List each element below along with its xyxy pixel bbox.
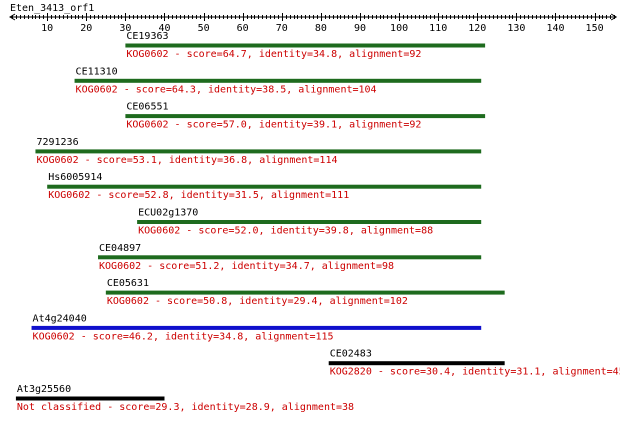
hit-name[interactable]: CE19363: [126, 31, 168, 42]
hit-annotation: KOG0602 - score=51.2, identity=34.7, ali…: [99, 261, 394, 272]
axis-tick-label: 80: [315, 23, 327, 34]
axis-tick-label: 100: [390, 23, 408, 34]
axis-left-arrow: [9, 13, 16, 21]
axis-tick-label: 90: [354, 23, 366, 34]
hit-row[interactable]: CE04897 KOG0602 - score=51.2, identity=34…: [98, 243, 482, 272]
axis-tick-label: 60: [237, 23, 249, 34]
hit-name[interactable]: CE05631: [107, 278, 149, 289]
hit-annotation: KOG0602 - score=53.1, identity=36.8, ali…: [36, 155, 337, 166]
hit-row[interactable]: CE06551 KOG0602 - score=57.0, identity=39…: [125, 102, 486, 131]
hit-bar[interactable]: [31, 325, 482, 330]
hit-bar[interactable]: [125, 43, 486, 48]
hit-row[interactable]: 7291236 KOG0602 - score=53.1, identity=36…: [35, 137, 482, 166]
hit-name[interactable]: At3g25560: [17, 384, 71, 395]
hit-annotation: KOG0602 - score=64.3, identity=38.5, ali…: [76, 84, 377, 95]
hit-bar[interactable]: [105, 290, 505, 295]
axis-tick-label: 140: [546, 23, 564, 34]
axis-tick-label: 20: [80, 23, 92, 34]
hit-bar[interactable]: [35, 149, 482, 154]
hit-bar[interactable]: [74, 78, 482, 83]
axis-tick-label: 50: [198, 23, 210, 34]
hit-bar[interactable]: [98, 255, 482, 260]
hit-name[interactable]: CE11310: [76, 66, 118, 77]
hit-row[interactable]: At4g24040 KOG0602 - score=46.2, identity=…: [31, 313, 482, 342]
hit-name[interactable]: ECU02g1370: [138, 208, 198, 219]
hit-annotation: KOG0602 - score=52.8, identity=31.5, ali…: [48, 190, 349, 201]
axis-tick-label: 10: [41, 23, 53, 34]
hit-list: CE19363 KOG0602 - score=64.7, identity=34…: [15, 31, 620, 413]
axis-tick-label: 120: [468, 23, 486, 34]
hit-annotation: KOG2820 - score=30.4, identity=31.1, ali…: [330, 367, 620, 378]
hit-name[interactable]: At4g24040: [33, 313, 87, 324]
hit-bar[interactable]: [125, 114, 486, 119]
hit-row[interactable]: ECU02g1370 KOG0602 - score=52.0, identity…: [137, 208, 482, 237]
hit-bar[interactable]: [15, 396, 165, 401]
axis-tick-label: 130: [507, 23, 525, 34]
hit-row[interactable]: CE02483 KOG2820 - score=30.4, identity=31…: [328, 349, 620, 378]
hit-row[interactable]: At3g25560 Not classified - score=29.3, id…: [15, 384, 354, 413]
hit-name[interactable]: CE06551: [126, 102, 168, 113]
hit-annotation: KOG0602 - score=57.0, identity=39.1, ali…: [126, 120, 421, 131]
hit-bar[interactable]: [137, 220, 482, 224]
hit-annotation: KOG0602 - score=64.7, identity=34.8, ali…: [126, 49, 421, 60]
hit-annotation: KOG0602 - score=52.0, identity=39.8, ali…: [138, 226, 433, 237]
hit-annotation: KOG0602 - score=50.8, identity=29.4, ali…: [107, 296, 408, 307]
hit-name[interactable]: Hs6005914: [48, 172, 102, 183]
hit-name[interactable]: CE02483: [330, 349, 372, 360]
axis-tick-label: 40: [158, 23, 170, 34]
axis-right-arrow: [610, 13, 618, 21]
axis-tick-label: 30: [119, 23, 131, 34]
hit-row[interactable]: CE19363 KOG0602 - score=64.7, identity=34…: [125, 31, 486, 60]
hit-row[interactable]: CE11310 KOG0602 - score=64.3, identity=38…: [74, 66, 482, 95]
hit-name[interactable]: CE04897: [99, 243, 141, 254]
hit-annotation: KOG0602 - score=46.2, identity=34.8, ali…: [33, 331, 334, 342]
axis-tick-label: 70: [276, 23, 288, 34]
hit-row[interactable]: Hs6005914 KOG0602 - score=52.8, identity=…: [47, 172, 482, 201]
query-title: Eten_3413_orf1: [10, 3, 94, 14]
hit-bar[interactable]: [47, 184, 482, 189]
sequence-axis: 10 20 30 40 50 60 70 80 90 100 110 120 130 140 150: [9, 13, 618, 34]
axis-tick-label: 110: [429, 23, 447, 34]
axis-tick-label: 150: [586, 23, 604, 34]
hit-annotation: Not classified - score=29.3, identity=28…: [17, 402, 354, 413]
hit-name[interactable]: 7291236: [36, 137, 78, 148]
hit-bar[interactable]: [328, 361, 505, 366]
hit-row[interactable]: CE05631 KOG0602 - score=50.8, identity=29…: [105, 278, 505, 307]
